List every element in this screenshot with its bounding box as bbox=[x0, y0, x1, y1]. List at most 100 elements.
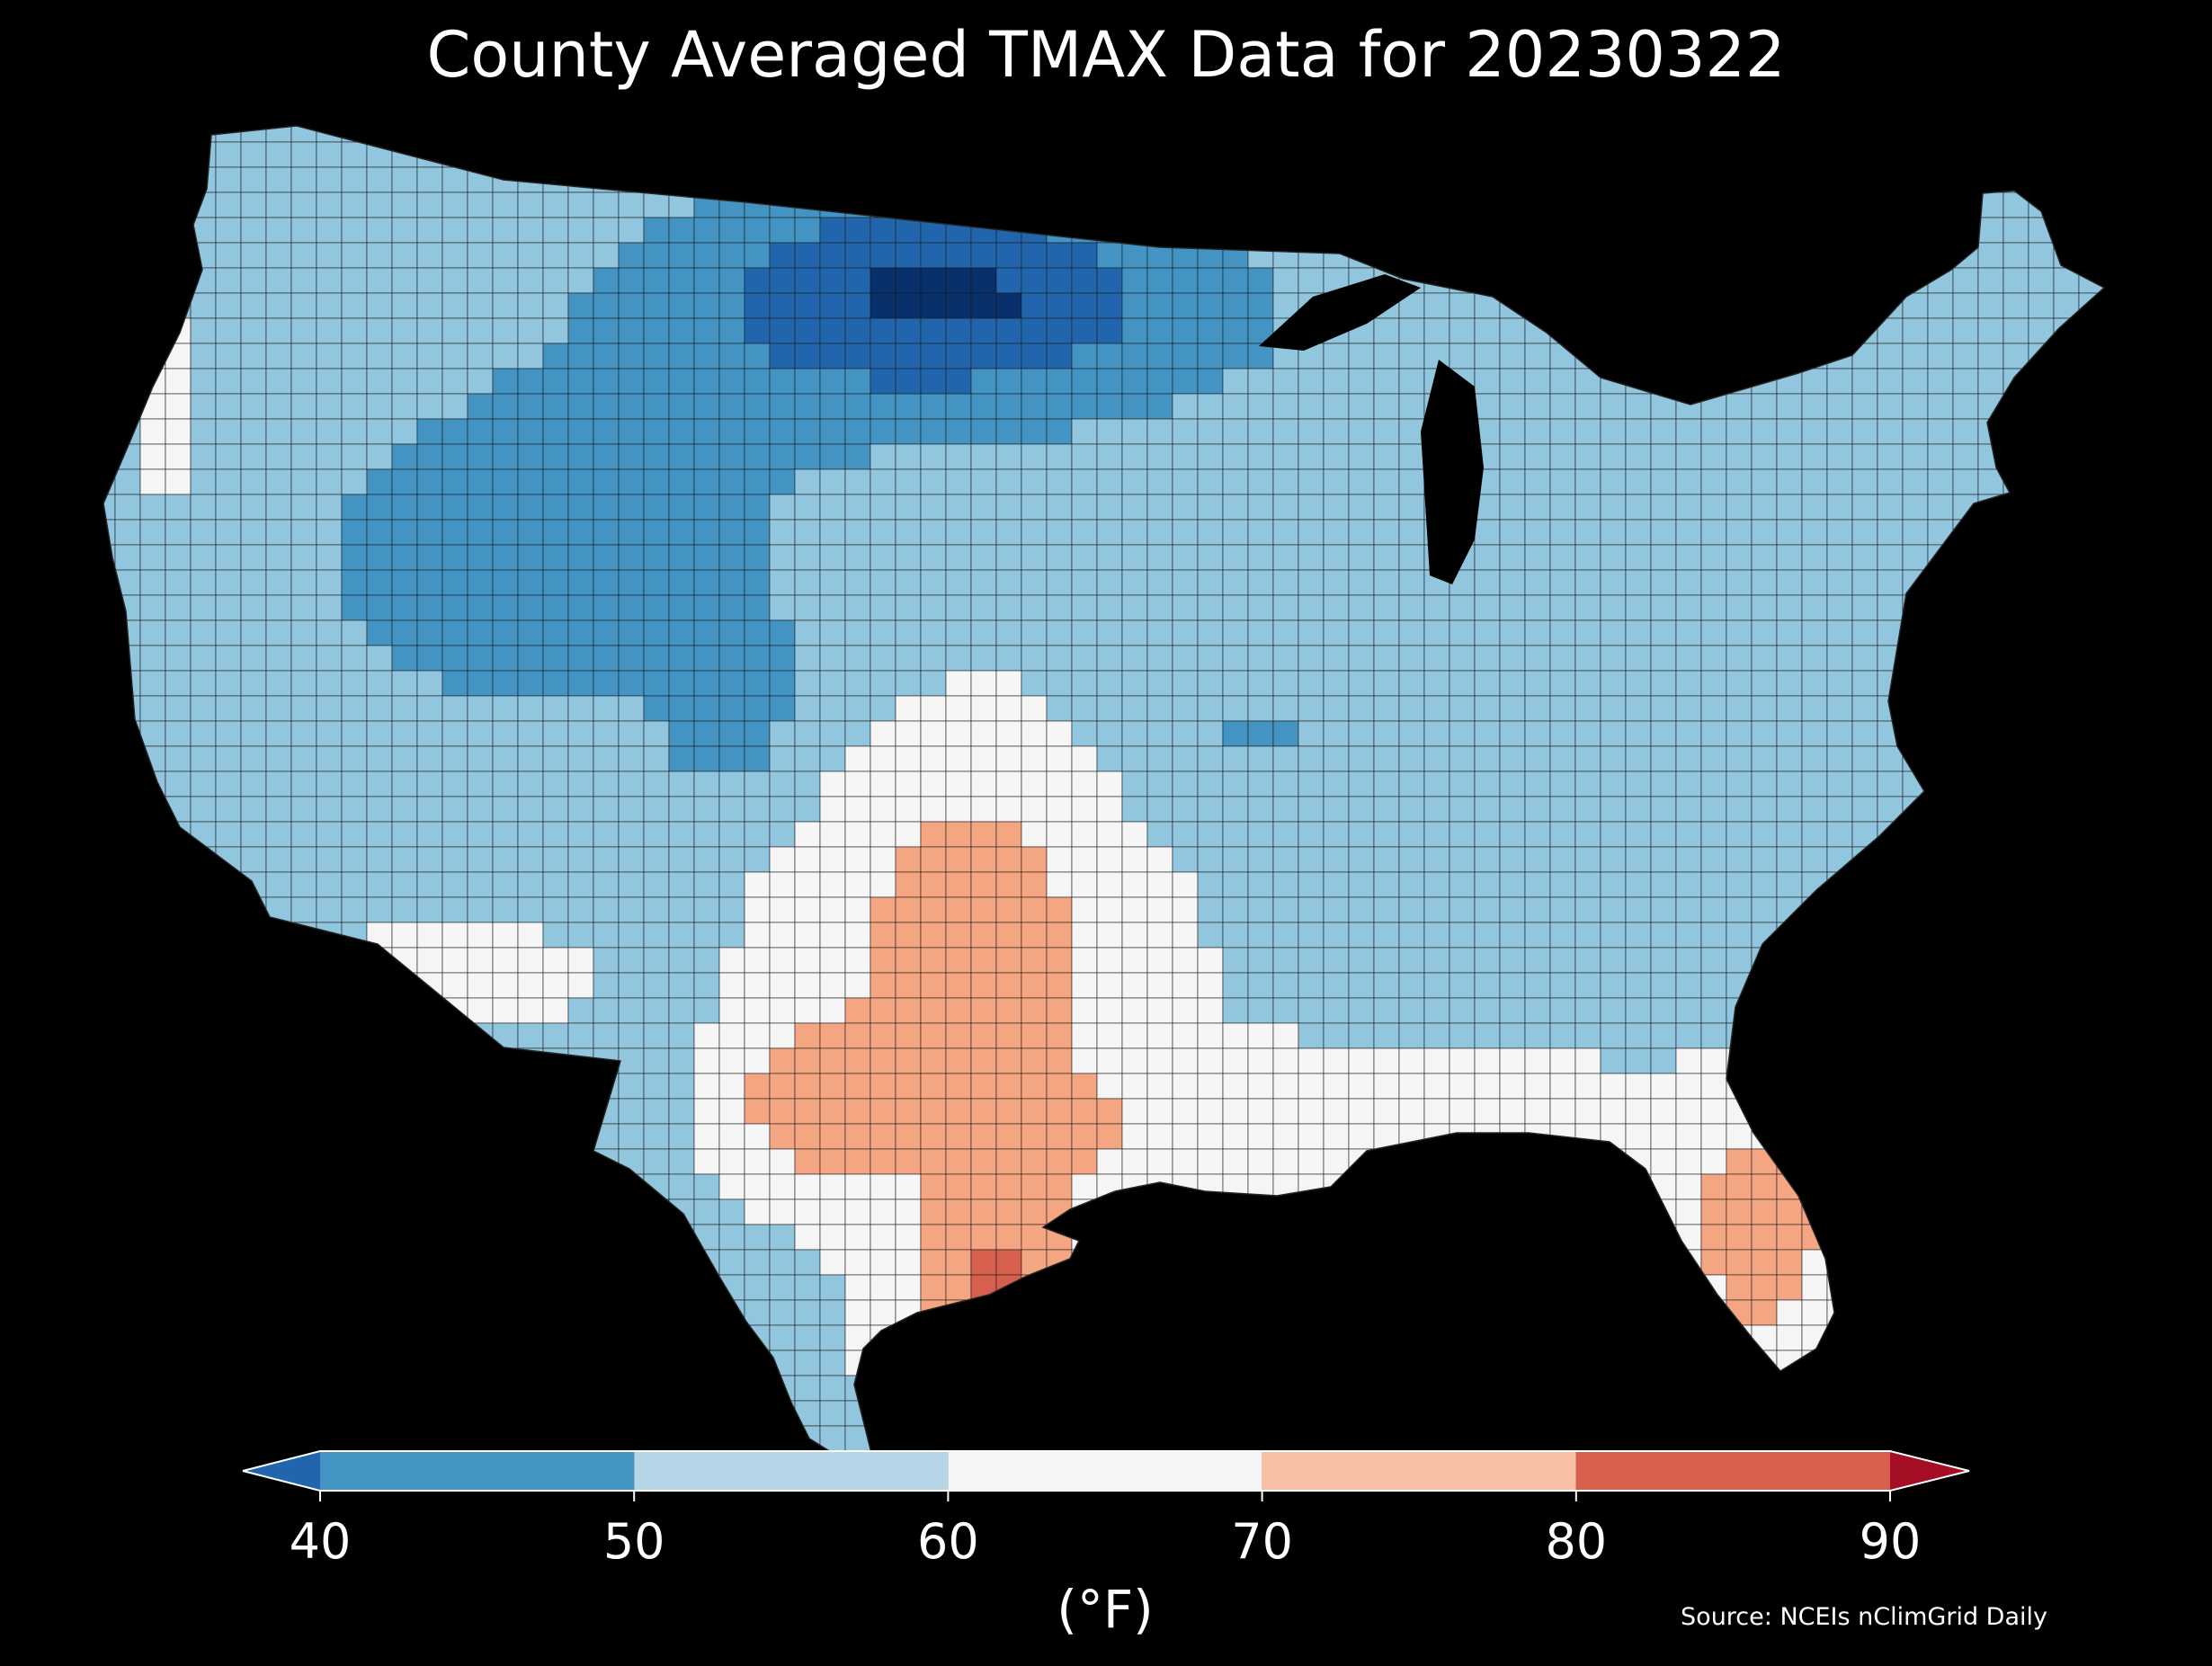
county-cell bbox=[1373, 670, 1400, 697]
county-cell bbox=[2078, 896, 2104, 923]
county-cell bbox=[1625, 317, 1652, 344]
county-cell bbox=[316, 871, 343, 898]
county-cell bbox=[1021, 418, 1048, 445]
county-cell bbox=[618, 317, 645, 344]
county-cell bbox=[2028, 317, 2055, 344]
county-cell bbox=[1650, 494, 1677, 521]
county-cell bbox=[391, 217, 418, 244]
county-cell bbox=[1902, 1350, 1929, 1376]
county-cell bbox=[995, 594, 1022, 621]
county-cell bbox=[1247, 1047, 1274, 1074]
county-cell bbox=[492, 343, 519, 370]
county-cell bbox=[1146, 947, 1173, 974]
county-cell bbox=[1524, 569, 1551, 596]
county-cell bbox=[290, 166, 317, 193]
county-cell bbox=[542, 896, 569, 923]
county-cell bbox=[1197, 619, 1224, 646]
county-cell bbox=[945, 594, 972, 621]
county-cell bbox=[467, 242, 494, 269]
county-cell bbox=[2053, 821, 2080, 848]
county-cell bbox=[1348, 1274, 1375, 1301]
county-cell bbox=[1449, 242, 1476, 269]
county-cell bbox=[1323, 1299, 1350, 1326]
county-cell bbox=[1096, 1350, 1123, 1376]
county-cell bbox=[517, 166, 544, 193]
county-cell bbox=[1071, 292, 1098, 319]
county-cell bbox=[1776, 947, 1803, 974]
county-cell bbox=[290, 1022, 317, 1049]
county-cell bbox=[215, 267, 242, 294]
county-cell bbox=[2053, 896, 2080, 923]
county-cell bbox=[1650, 821, 1677, 848]
county-cell bbox=[618, 695, 645, 722]
county-cell bbox=[1222, 1123, 1249, 1150]
county-cell bbox=[492, 871, 519, 898]
county-cell bbox=[290, 443, 317, 470]
county-cell bbox=[2103, 1425, 2104, 1452]
county-cell bbox=[744, 569, 771, 596]
county-cell bbox=[1625, 1375, 1652, 1402]
county-cell bbox=[844, 126, 871, 143]
county-cell bbox=[1826, 443, 1853, 470]
county-cell bbox=[114, 544, 141, 571]
county-cell bbox=[1499, 368, 1526, 395]
county-cell bbox=[995, 166, 1022, 193]
county-cell bbox=[1474, 1224, 1501, 1251]
county-cell bbox=[870, 771, 896, 797]
county-cell bbox=[190, 141, 217, 168]
county-cell bbox=[1902, 594, 1929, 621]
county-cell bbox=[2078, 494, 2104, 521]
county-cell bbox=[1977, 1299, 2004, 1326]
county-cell bbox=[744, 544, 771, 571]
county-cell bbox=[1700, 569, 1727, 596]
county-cell bbox=[1902, 317, 1929, 344]
county-cell bbox=[1247, 821, 1274, 848]
county-cell bbox=[1499, 468, 1526, 495]
county-cell bbox=[1298, 1249, 1325, 1276]
county-cell bbox=[1096, 343, 1123, 370]
county-cell bbox=[1600, 1400, 1627, 1427]
county-cell bbox=[1449, 922, 1476, 949]
county-cell bbox=[1021, 1022, 1048, 1049]
county-cell bbox=[844, 1022, 871, 1049]
county-cell bbox=[1952, 594, 1979, 621]
county-cell bbox=[1877, 217, 1904, 244]
county-cell bbox=[265, 393, 292, 420]
county-cell bbox=[517, 645, 544, 672]
county-cell bbox=[1877, 393, 1904, 420]
county-cell bbox=[769, 468, 796, 495]
county-cell bbox=[1298, 1123, 1325, 1150]
county-cell bbox=[265, 821, 292, 848]
county-cell bbox=[819, 267, 846, 294]
county-cell bbox=[1172, 1350, 1199, 1376]
county-cell bbox=[819, 1249, 846, 1276]
county-cell bbox=[240, 267, 267, 294]
county-cell bbox=[1373, 1047, 1400, 1074]
county-cell bbox=[1172, 443, 1199, 470]
county-cell bbox=[1977, 166, 2004, 193]
county-cell bbox=[870, 922, 896, 949]
county-cell bbox=[114, 796, 141, 823]
county-cell bbox=[517, 393, 544, 420]
county-cell bbox=[1247, 1350, 1274, 1376]
county-cell bbox=[2028, 1299, 2055, 1326]
county-cell bbox=[391, 695, 418, 722]
county-cell bbox=[1071, 468, 1098, 495]
county-cell bbox=[165, 267, 192, 294]
county-cell bbox=[1222, 896, 1249, 923]
county-cell bbox=[165, 1073, 192, 1100]
county-cell bbox=[1021, 141, 1048, 168]
county-cell bbox=[2028, 1224, 2055, 1251]
county-cell bbox=[2078, 821, 2104, 848]
county-cell bbox=[945, 972, 972, 999]
county-cell bbox=[290, 1324, 317, 1351]
county-cell bbox=[1851, 619, 1878, 646]
county-cell bbox=[467, 126, 494, 143]
county-cell bbox=[1776, 166, 1803, 193]
county-cell bbox=[1398, 418, 1425, 445]
county-cell bbox=[1172, 922, 1199, 949]
county-cell bbox=[1675, 418, 1702, 445]
county-cell bbox=[1600, 896, 1627, 923]
county-cell bbox=[1071, 192, 1098, 218]
county-cell bbox=[1121, 1350, 1148, 1376]
